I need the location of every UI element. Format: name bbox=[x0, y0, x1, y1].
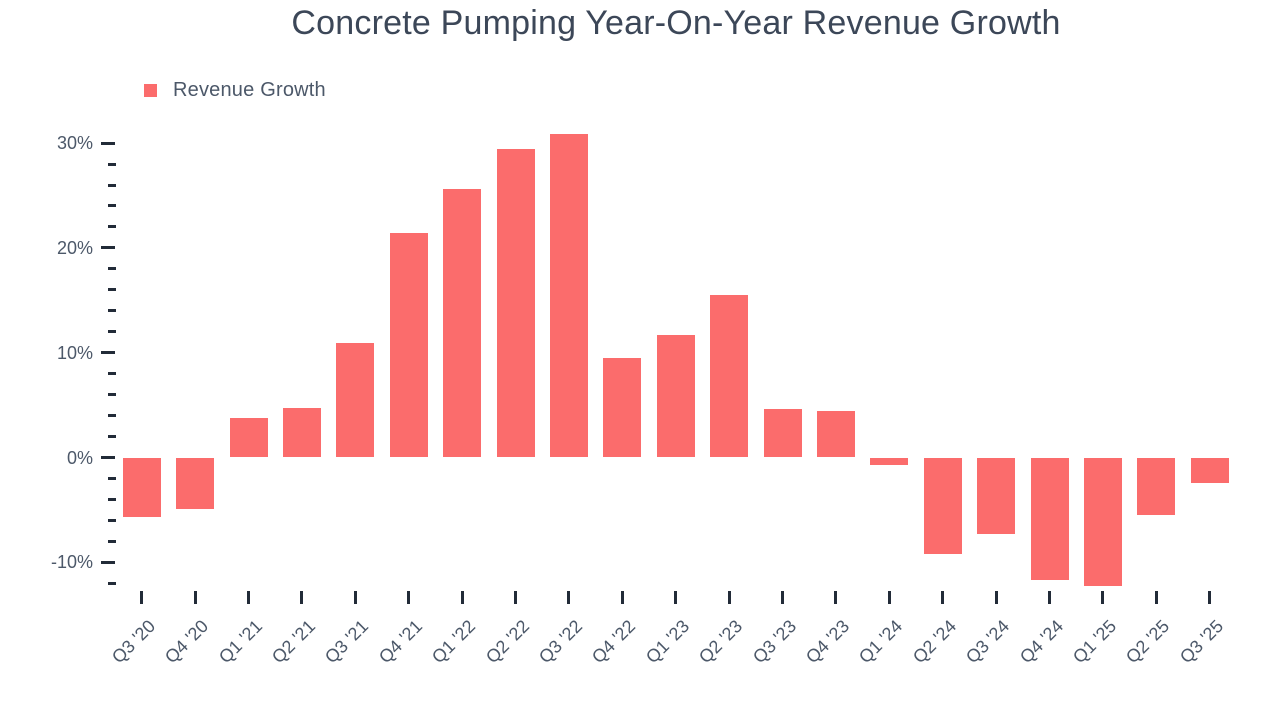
x-axis-tick bbox=[1048, 591, 1051, 604]
bar bbox=[977, 457, 1016, 534]
y-axis-label: 20% bbox=[56, 237, 93, 258]
bar bbox=[389, 233, 428, 458]
x-axis-tick bbox=[514, 591, 517, 604]
x-axis-tick bbox=[140, 591, 144, 604]
y-axis-minor-tick bbox=[108, 330, 116, 334]
y-axis-minor-tick bbox=[108, 414, 116, 418]
bar bbox=[549, 133, 588, 458]
x-axis-tick bbox=[620, 591, 624, 604]
x-axis-tick bbox=[994, 591, 998, 604]
chart-title: Concrete Pumping Year-On-Year Revenue Gr… bbox=[291, 4, 1061, 42]
x-axis-tick bbox=[1208, 591, 1212, 604]
x-axis-label: Q2 '21 bbox=[267, 616, 320, 668]
x-axis-label: Q3 '22 bbox=[534, 616, 587, 668]
y-axis-label: 30% bbox=[56, 133, 93, 154]
bar bbox=[229, 417, 268, 458]
bar bbox=[1190, 457, 1229, 483]
x-axis-label: Q4 '23 bbox=[801, 616, 854, 668]
y-axis-minor-tick bbox=[108, 309, 116, 313]
x-axis-tick bbox=[1101, 591, 1105, 604]
y-axis-minor-tick bbox=[108, 581, 116, 585]
y-axis-major-tick bbox=[101, 456, 115, 459]
bar bbox=[923, 457, 962, 554]
y-axis-minor-tick bbox=[108, 497, 116, 501]
y-axis-minor-tick bbox=[108, 183, 116, 187]
x-axis-tick bbox=[300, 591, 304, 604]
y-axis-minor-tick bbox=[108, 435, 116, 439]
x-axis-tick bbox=[460, 591, 464, 604]
x-axis-label: Q3 '20 bbox=[107, 616, 159, 668]
y-axis-minor-tick bbox=[108, 267, 116, 271]
x-axis-tick bbox=[407, 591, 411, 604]
bar bbox=[443, 189, 482, 458]
x-axis-tick bbox=[353, 591, 357, 604]
y-axis-minor-tick bbox=[108, 539, 116, 543]
y-axis-minor-tick bbox=[108, 393, 116, 397]
x-axis-tick bbox=[727, 591, 731, 604]
y-axis-minor-tick bbox=[108, 225, 116, 229]
x-axis-tick bbox=[834, 591, 838, 604]
bar bbox=[870, 457, 909, 465]
y-axis-major-tick bbox=[101, 141, 115, 145]
legend-marker-swatch bbox=[144, 84, 157, 97]
y-axis-minor-tick bbox=[108, 288, 116, 292]
bar bbox=[710, 295, 749, 458]
bar bbox=[122, 457, 161, 518]
y-axis-minor-tick bbox=[108, 162, 116, 166]
bar bbox=[1137, 457, 1176, 516]
bar bbox=[763, 409, 802, 458]
bar bbox=[282, 408, 321, 458]
x-axis-tick bbox=[247, 591, 250, 604]
x-axis-tick bbox=[781, 591, 784, 604]
y-axis-major-tick bbox=[101, 560, 115, 564]
x-axis-tick bbox=[1154, 591, 1158, 604]
y-axis-minor-tick bbox=[108, 518, 116, 522]
bar bbox=[1030, 457, 1069, 581]
y-axis-minor-tick bbox=[108, 372, 116, 376]
bar bbox=[656, 334, 695, 458]
x-axis-tick bbox=[567, 591, 571, 604]
y-axis-label: 0% bbox=[66, 447, 93, 468]
legend: Revenue Growth bbox=[144, 79, 326, 102]
y-axis-minor-tick bbox=[108, 476, 116, 480]
y-axis-major-tick bbox=[101, 246, 115, 250]
y-axis-minor-tick bbox=[108, 204, 116, 208]
x-axis-tick bbox=[674, 591, 678, 604]
y-axis-label: 10% bbox=[56, 342, 93, 363]
bar bbox=[336, 343, 375, 458]
x-axis-tick bbox=[941, 591, 945, 604]
x-axis-tick bbox=[193, 591, 197, 604]
legend-label: Revenue Growth bbox=[173, 79, 326, 101]
bar bbox=[1083, 457, 1122, 587]
bar bbox=[816, 411, 855, 458]
bar bbox=[496, 149, 535, 458]
bar bbox=[603, 357, 642, 458]
x-axis-tick bbox=[887, 591, 891, 604]
bar bbox=[176, 457, 215, 509]
x-axis-label: Q1 '25 bbox=[1068, 616, 1121, 668]
y-axis-major-tick bbox=[101, 351, 115, 355]
y-axis-label: -10% bbox=[50, 552, 93, 573]
